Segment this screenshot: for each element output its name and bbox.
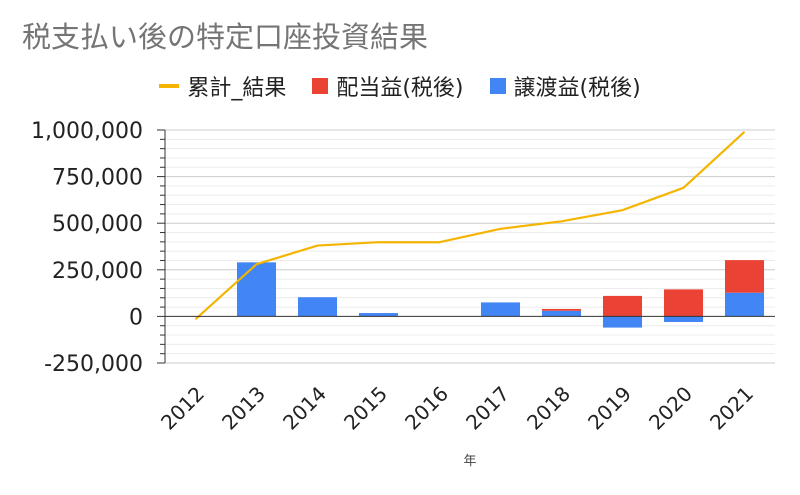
cumulative-line-group xyxy=(194,131,746,321)
x-tick-label-2015: 2015 xyxy=(339,382,392,435)
legend-label-dividend: 配当益(税後) xyxy=(336,76,464,101)
legend-swatch-dividend xyxy=(312,78,329,94)
bar-transfer-2014 xyxy=(297,297,338,317)
bar-dividend-2018 xyxy=(541,308,582,311)
bar-dividend-2020 xyxy=(663,289,704,317)
legend-swatch-transfer xyxy=(489,78,506,94)
x-tick-label-2020: 2020 xyxy=(644,382,697,435)
x-tick-label-2017: 2017 xyxy=(461,382,514,435)
x-tick-label-2012: 2012 xyxy=(156,382,209,435)
y-tick-label: 500,000 xyxy=(52,212,143,237)
bar-transfer-2020 xyxy=(663,316,704,322)
legend: 累計_結果 配当益(税後) 譲渡益(税後) xyxy=(0,70,800,102)
x-tick-label-2013: 2013 xyxy=(217,382,270,435)
y-tick-label: 250,000 xyxy=(52,259,143,284)
bar-transfer-2021 xyxy=(724,292,765,317)
bar-transfer-2013 xyxy=(236,262,277,317)
y-tick-label: 0 xyxy=(129,305,143,330)
x-tick-label-2021: 2021 xyxy=(705,382,758,435)
grid-lines xyxy=(165,129,775,364)
bar-transfer-2019 xyxy=(602,316,643,328)
x-tick-label-2016: 2016 xyxy=(400,382,453,435)
axes: 1,000,000 750,000 500,000 250,000 0 -250,000 2… xyxy=(31,119,775,435)
bar-transfer-2017 xyxy=(480,302,521,317)
legend-item-cumulative[interactable]: 累計_結果 xyxy=(159,70,286,102)
y-tick-label: 750,000 xyxy=(52,166,143,191)
bars xyxy=(236,260,765,328)
legend-swatch-cumulative xyxy=(159,84,180,88)
bar-dividend-2021 xyxy=(724,260,765,293)
chart-title: 税支払い後の特定口座投資結果 xyxy=(22,20,429,54)
x-tick-label-2019: 2019 xyxy=(583,382,636,435)
legend-item-dividend[interactable]: 配当益(税後) xyxy=(312,70,464,102)
bar-transfer-2015 xyxy=(358,313,399,317)
legend-item-transfer[interactable]: 譲渡益(税後) xyxy=(489,70,641,102)
x-tick-label-2018: 2018 xyxy=(522,382,575,435)
bar-transfer-2018 xyxy=(541,310,582,317)
legend-label-cumulative: 累計_結果 xyxy=(187,76,287,101)
bar-dividend-2019 xyxy=(602,295,643,317)
x-tick-label-2014: 2014 xyxy=(278,382,331,435)
y-tick-label: 1,000,000 xyxy=(31,119,143,144)
cumulative-line xyxy=(194,131,746,321)
y-tick-label: -250,000 xyxy=(44,352,143,377)
x-axis-label: 年 xyxy=(463,454,476,469)
legend-label-transfer: 譲渡益(税後) xyxy=(513,76,641,101)
